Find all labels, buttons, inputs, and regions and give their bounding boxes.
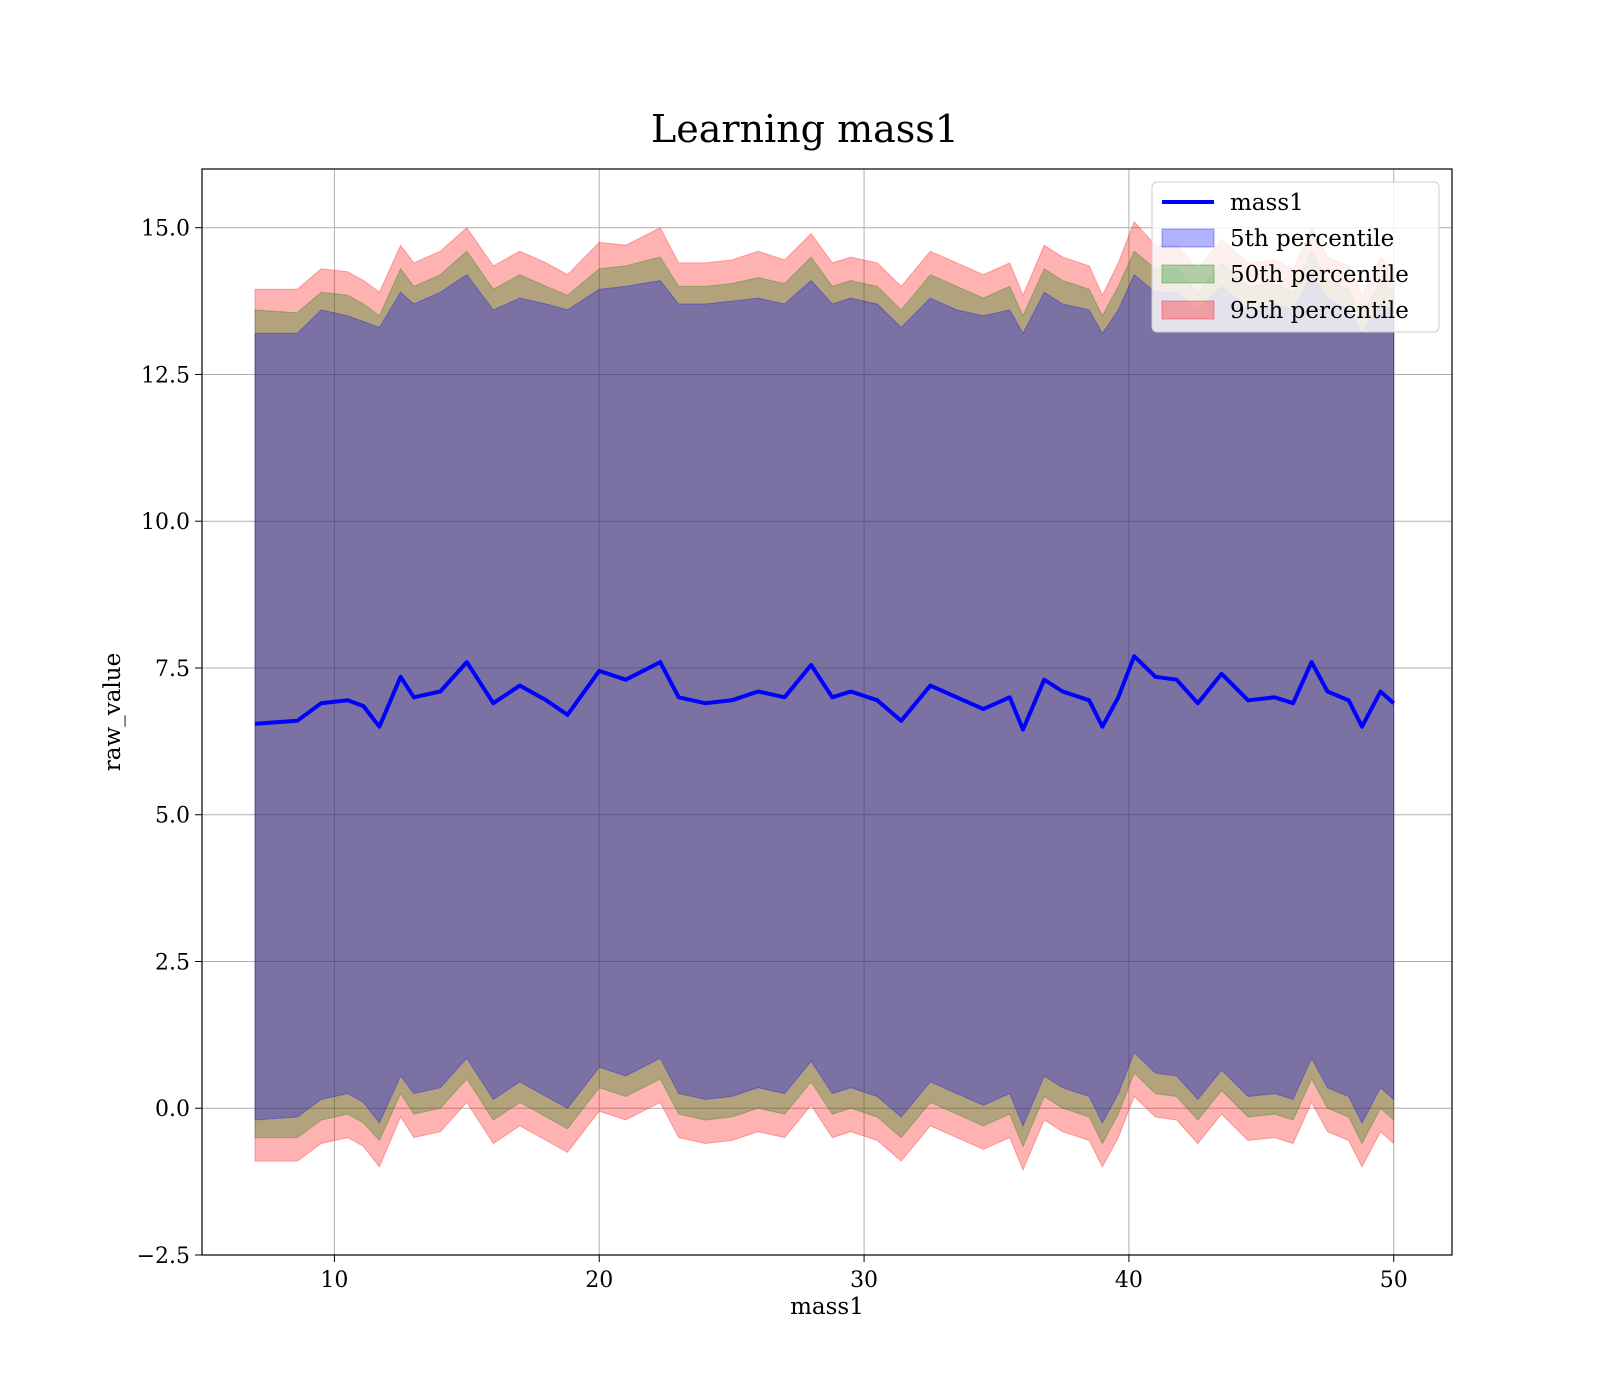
- legend-label: 50th percentile: [1230, 262, 1409, 288]
- series-line-mass1: [254, 654, 1396, 732]
- band-5th-percentile: [254, 273, 1395, 1128]
- y-tick-label: 5.0: [155, 804, 190, 829]
- y-tick-label: −2.5: [137, 1244, 190, 1269]
- y-tick-label: 7.5: [155, 657, 190, 682]
- percentile-bands: [254, 220, 1395, 1172]
- axis-ticks: 10 20 30 40 50 −2.5 0.0 2.5 5.0 7.5 10.0 12.5 15.0: [137, 217, 1408, 1293]
- band-95th-percentile: [254, 220, 1395, 1172]
- legend-swatch-patch: [1161, 228, 1215, 248]
- legend-swatch-patch: [1161, 300, 1215, 320]
- x-axis-label: mass1: [790, 1294, 864, 1320]
- y-tick-label: 2.5: [155, 950, 190, 975]
- legend: mass1 5th percentile 50th percentile 95th p…: [1151, 181, 1440, 333]
- x-tick-label: 50: [1380, 1268, 1408, 1293]
- legend-box: [1151, 181, 1440, 333]
- x-tick-label: 30: [850, 1268, 878, 1293]
- legend-label: mass1: [1230, 190, 1304, 216]
- y-axis-label: raw_value: [100, 653, 126, 771]
- x-tick-label: 10: [320, 1268, 348, 1293]
- x-tick-label: 20: [585, 1268, 613, 1293]
- legend-swatch-patch: [1161, 264, 1215, 284]
- series-lines: [254, 654, 1396, 732]
- y-tick-label: 15.0: [141, 217, 190, 242]
- legend-label: 95th percentile: [1230, 298, 1409, 324]
- y-tick-label: 12.5: [141, 363, 190, 388]
- y-tick-label: 0.0: [155, 1097, 190, 1122]
- x-tick-label: 40: [1115, 1268, 1143, 1293]
- y-tick-label: 10.0: [141, 510, 190, 535]
- legend-label: 5th percentile: [1230, 226, 1394, 252]
- chart-title: Learning mass1: [651, 107, 959, 151]
- band-50th-percentile: [254, 250, 1395, 1148]
- plot-frame: [201, 168, 1453, 1256]
